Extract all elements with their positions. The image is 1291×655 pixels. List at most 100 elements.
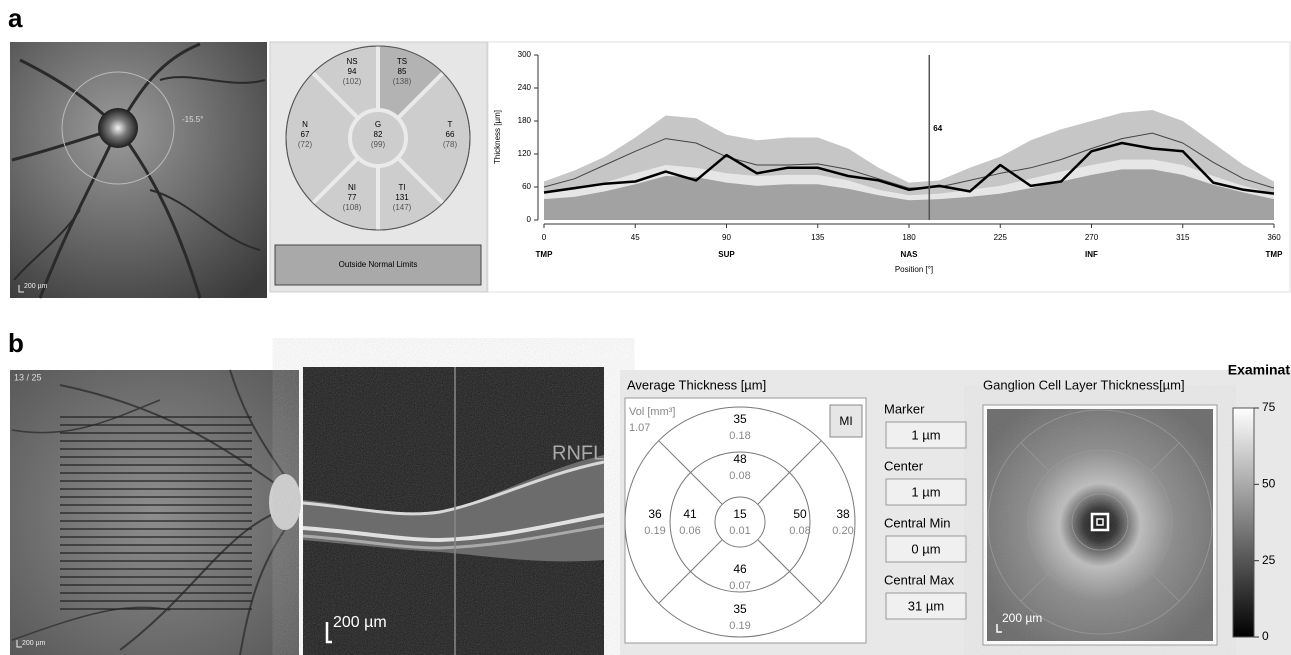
scale-label: 200 µm <box>22 640 46 647</box>
sector-value: 94 <box>348 67 357 76</box>
stat-value: 31 µm <box>908 598 944 613</box>
x-tick-label: 225 <box>994 233 1008 242</box>
header-fragment: Examinat <box>1228 362 1291 378</box>
sector-thickness: 50 <box>793 507 807 521</box>
sector-name: T <box>448 120 453 129</box>
x-tick-label: 135 <box>811 233 825 242</box>
scale-label: 200 µm <box>1002 611 1042 625</box>
stat-label: Center <box>884 458 924 473</box>
sector-name: NI <box>348 183 356 192</box>
sector-thickness: 36 <box>648 507 662 521</box>
sector-thickness: 48 <box>733 452 747 466</box>
sector-value: 66 <box>446 130 455 139</box>
sector-volume: 0.08 <box>789 525 810 537</box>
marker-value: 64 <box>933 124 942 133</box>
stat-value: 0 µm <box>911 541 940 556</box>
scale-label: 200 µm <box>24 283 48 290</box>
sector-thickness: 35 <box>733 602 747 616</box>
region-label: TMP <box>536 250 554 259</box>
sector-value: 82 <box>374 130 383 139</box>
sector-name: TI <box>398 183 405 192</box>
stat-label: Central Max <box>884 572 955 587</box>
fundus-background <box>10 42 267 298</box>
mi-button-label[interactable]: MI <box>839 414 852 428</box>
x-tick-label: 180 <box>902 233 916 242</box>
region-label: SUP <box>718 250 735 259</box>
sector-name: TS <box>397 57 407 66</box>
classification: Outside Normal Limits <box>339 260 418 269</box>
y-tick-label: 0 <box>527 215 532 224</box>
sector-thickness: 15 <box>733 507 747 521</box>
page: { "panel_a": { "label": "a", "fundus": {… <box>0 0 1291 655</box>
x-tick-label: 360 <box>1267 233 1281 242</box>
sector-volume: 0.20 <box>832 525 853 537</box>
region-label: NAS <box>901 250 919 259</box>
sector-volume: 0.18 <box>729 430 750 442</box>
sector-normal: (78) <box>443 140 458 149</box>
average-thickness-title: Average Thickness [µm] <box>627 377 766 392</box>
y-tick-label: 180 <box>518 116 532 125</box>
colorbar-tick-label: 50 <box>1262 477 1276 491</box>
sector-normal: (72) <box>298 140 313 149</box>
sector-normal: (138) <box>393 77 412 86</box>
sector-thickness: 35 <box>733 412 747 426</box>
x-tick-label: 90 <box>722 233 731 242</box>
sector-volume: 0.19 <box>644 525 665 537</box>
sector-value: 131 <box>395 193 409 202</box>
y-tick-label: 300 <box>518 50 532 59</box>
thickness-chart: 0 60 120 180 240 300 0 45 90 135 180 225 270 315 360 TM… <box>488 42 1290 292</box>
stat-value: 1 µm <box>911 484 940 499</box>
sector-thickness: 38 <box>836 507 850 521</box>
stat-label: Central Min <box>884 515 950 530</box>
sector-thickness: 41 <box>683 507 697 521</box>
layer-label: RNFL <box>552 442 604 464</box>
angle-label: -15.5° <box>182 115 203 124</box>
oct-image: RNFL 200 µm <box>303 367 604 655</box>
region-label: TMP <box>1266 250 1284 259</box>
y-tick-label: 120 <box>518 149 532 158</box>
scan-index: 13 / 25 <box>14 372 42 382</box>
sector-value: 85 <box>398 67 407 76</box>
sector-volume: 0.01 <box>729 525 750 537</box>
sector-volume: 0.07 <box>729 580 750 592</box>
sector-volume: 0.19 <box>729 620 750 632</box>
volume-value: 1.07 <box>629 422 650 434</box>
x-tick-label: 45 <box>631 233 640 242</box>
panel-label: a <box>8 3 23 33</box>
x-tick-label: 315 <box>1176 233 1190 242</box>
x-axis-label: Position [°] <box>895 265 933 274</box>
sector-value: 67 <box>301 130 310 139</box>
sector-normal: (108) <box>343 203 362 212</box>
x-tick-label: 0 <box>542 233 547 242</box>
volume-label: Vol [mm³] <box>629 406 675 418</box>
colorbar <box>1233 408 1254 637</box>
ir-image: 13 / 25 200 µm <box>10 370 301 655</box>
sector-normal: (99) <box>371 140 386 149</box>
sector-name: NS <box>346 57 357 66</box>
y-tick-label: 240 <box>518 83 532 92</box>
x-tick-label: 270 <box>1085 233 1099 242</box>
colorbar-tick-label: 25 <box>1262 553 1276 567</box>
stat-value: 1 µm <box>911 427 940 442</box>
colorbar-tick-label: 75 <box>1262 400 1276 414</box>
sector-volume: 0.08 <box>729 470 750 482</box>
stat-label: Marker <box>884 401 925 416</box>
gcl-title: Ganglion Cell Layer Thickness[µm] <box>983 377 1185 392</box>
sector-volume: 0.06 <box>679 525 700 537</box>
sector-name: G <box>375 120 381 129</box>
sector-name: N <box>302 120 308 129</box>
sector-normal: (102) <box>343 77 362 86</box>
region-label: INF <box>1085 250 1098 259</box>
figure: a -15.5° 200 µm Outside Normal Limits NS… <box>0 0 1291 655</box>
sector-normal: (147) <box>393 203 412 212</box>
panel-label: b <box>8 328 24 358</box>
sector-value: 77 <box>348 193 357 202</box>
scale-label: 200 µm <box>333 614 387 631</box>
y-axis-label: Thickness [µm] <box>493 110 502 164</box>
y-tick-label: 60 <box>522 182 531 191</box>
colorbar-tick-label: 0 <box>1262 629 1269 643</box>
analysis-panel: Average Thickness [µm] Vol [mm³] 1.07 MI… <box>620 362 1291 655</box>
optic-disc <box>269 474 301 530</box>
fundus-image: -15.5° 200 µm <box>10 42 267 298</box>
